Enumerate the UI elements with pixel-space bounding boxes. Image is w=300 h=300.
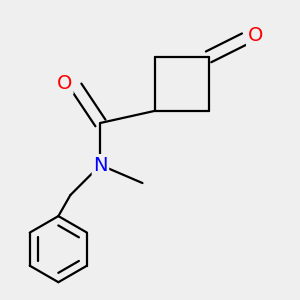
Text: O: O: [248, 26, 263, 45]
Text: N: N: [93, 155, 108, 175]
Text: O: O: [57, 74, 72, 93]
